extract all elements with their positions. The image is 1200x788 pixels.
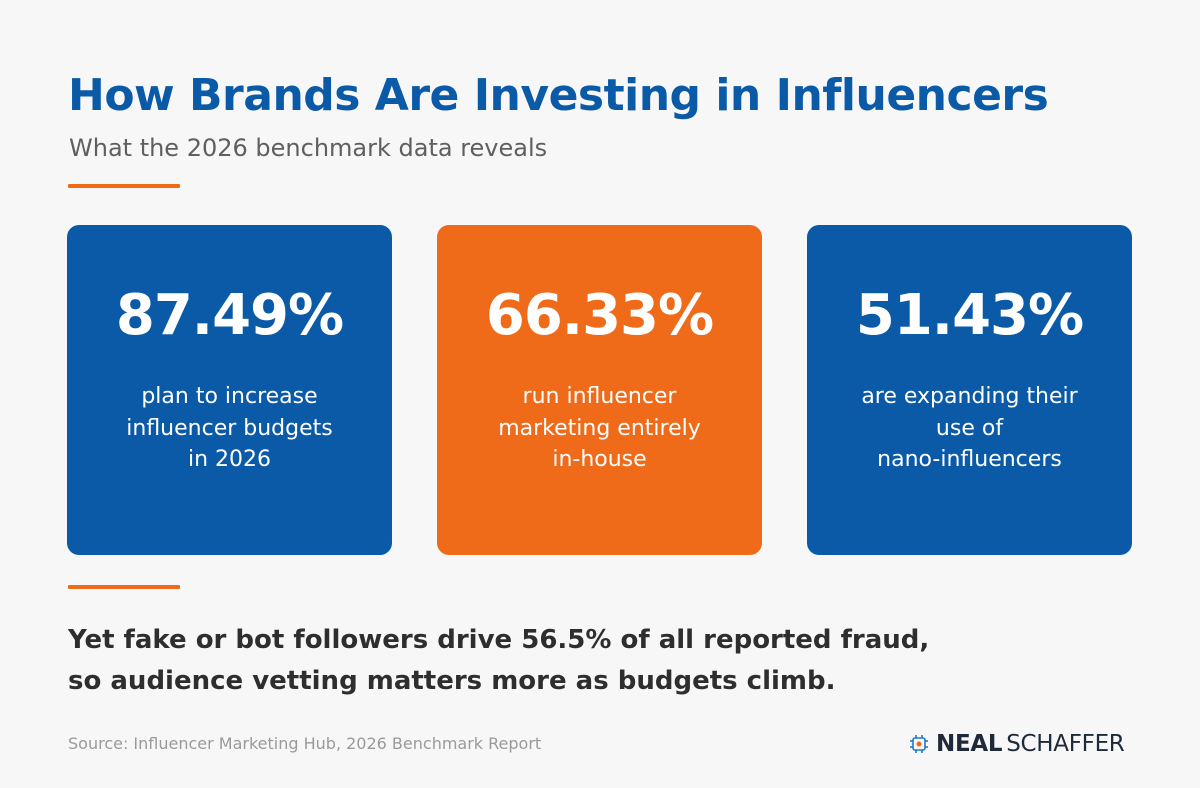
page-title: How Brands Are Investing in Influencers xyxy=(68,70,1049,121)
stat-description: plan to increase influencer budgets in 2… xyxy=(126,384,333,472)
stat-card-nano-influencers: 51.43% are expanding their use of nano-i… xyxy=(807,225,1132,555)
stat-card-budget-increase: 87.49% plan to increase influencer budge… xyxy=(67,225,392,555)
logo-word-light: SCHAFFER xyxy=(1006,731,1125,757)
page-subtitle: What the 2026 benchmark data reveals xyxy=(69,134,548,162)
stat-description: run influencer marketing entirely in-hou… xyxy=(498,384,701,472)
accent-divider-top xyxy=(68,184,180,188)
accent-divider-middle xyxy=(68,585,180,589)
brand-logo: NEAL SCHAFFER xyxy=(908,729,1125,759)
stat-description: are expanding their use of nano-influenc… xyxy=(861,384,1078,472)
stat-card-in-house: 66.33% run influencer marketing entirely… xyxy=(437,225,762,555)
stat-value: 66.33% xyxy=(485,283,714,348)
callout-text: Yet fake or bot followers drive 56.5% of… xyxy=(68,625,930,696)
logo-word-bold: NEAL xyxy=(936,731,1003,757)
stat-value: 51.43% xyxy=(855,283,1084,348)
brain-chip-icon xyxy=(910,735,928,753)
source-citation: Source: Influencer Marketing Hub, 2026 B… xyxy=(68,734,542,753)
stat-value: 87.49% xyxy=(115,283,344,348)
